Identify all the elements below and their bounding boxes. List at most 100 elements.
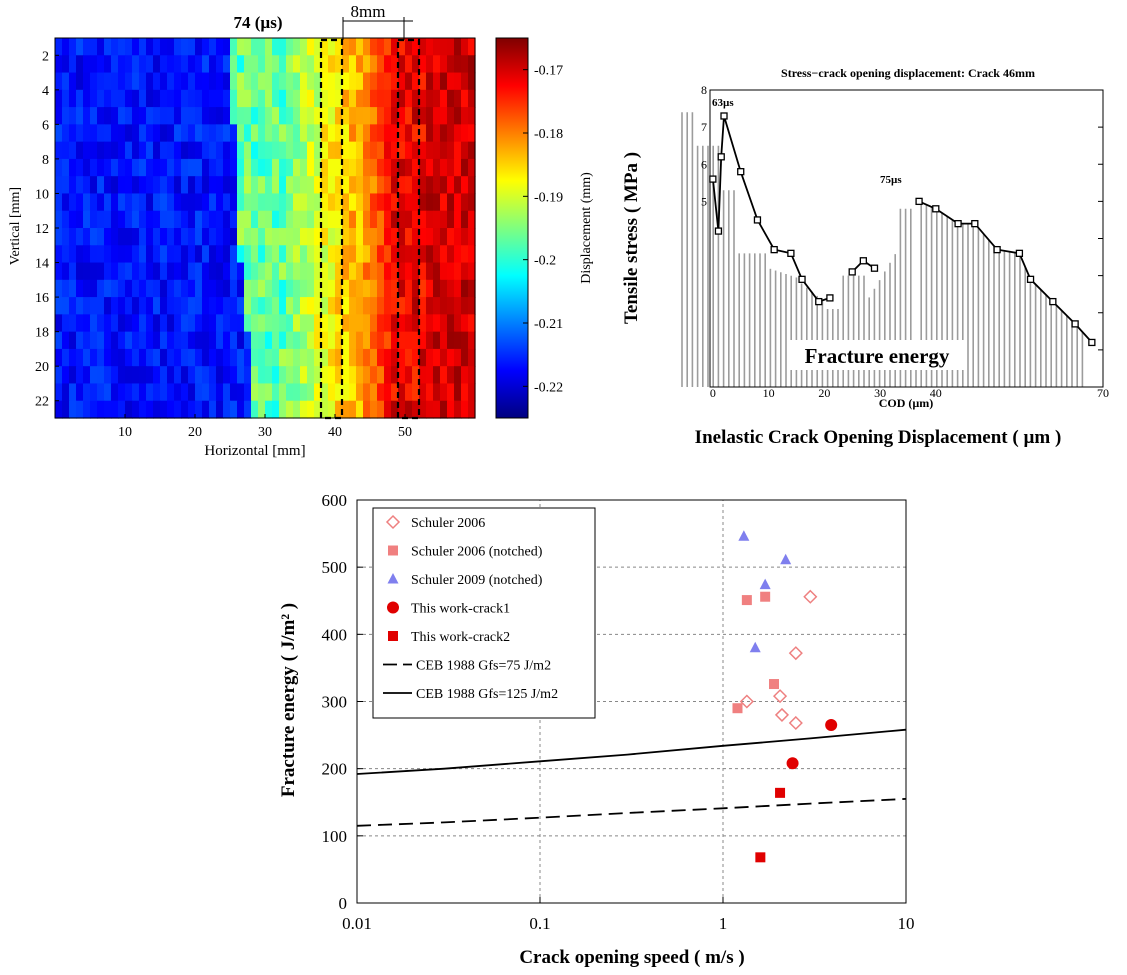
heatmap-cell xyxy=(62,193,70,212)
heatmap-cell xyxy=(132,245,140,264)
heatmap-cell xyxy=(461,383,469,402)
heatmap-cell xyxy=(139,89,147,108)
heatmap-cell xyxy=(237,383,245,402)
heatmap-cell xyxy=(279,72,287,91)
heatmap-cell xyxy=(286,55,294,74)
heatmap-cell xyxy=(405,228,413,246)
heatmap-cell xyxy=(356,262,364,281)
heatmap-cell xyxy=(384,210,392,229)
heatmap-cell xyxy=(321,331,329,350)
legend-label: This work-crack1 xyxy=(411,602,510,617)
heatmap-cell xyxy=(412,279,420,298)
heatmap-cell xyxy=(83,262,91,281)
heatmap-cell xyxy=(272,176,280,195)
heatmap-cell xyxy=(349,158,357,177)
heatmap-cell xyxy=(328,348,336,367)
heatmap-cell xyxy=(69,107,77,125)
heatmap-cell xyxy=(258,176,266,195)
heatmap-cell xyxy=(139,262,147,281)
heatmap-cell xyxy=(447,89,455,108)
heatmap-cell xyxy=(146,141,154,160)
heatmap-cell xyxy=(118,400,126,419)
heatmap-cell xyxy=(356,245,364,264)
heatmap-cell xyxy=(454,72,462,91)
heatmap-cell xyxy=(398,107,406,125)
heatmap-cell xyxy=(181,331,189,350)
heatmap-cell xyxy=(363,331,371,350)
heatmap-cell xyxy=(279,176,287,195)
heatmap-cell xyxy=(328,314,336,333)
heatmap-cell xyxy=(335,210,343,229)
heatmap-cell xyxy=(90,107,98,125)
heatmap-cell xyxy=(279,210,287,229)
heatmap-cell xyxy=(188,55,196,74)
heatmap-cell xyxy=(174,366,182,385)
heatmap-cell xyxy=(468,141,476,160)
heatmap-cell xyxy=(167,348,175,367)
heatmap-cell xyxy=(195,55,203,74)
heatmap-cell xyxy=(377,331,385,350)
heatmap-cell xyxy=(293,158,301,177)
heatmap-cell xyxy=(272,228,280,246)
heatmap-cell xyxy=(419,366,427,385)
heatmap-cell xyxy=(433,141,441,160)
heatmap-cell xyxy=(363,366,371,385)
heatmap-cell xyxy=(118,38,126,56)
heatmap-cell xyxy=(447,193,455,212)
heatmap-cell xyxy=(139,55,147,74)
heatmap-cell xyxy=(321,383,329,402)
heatmap-cell xyxy=(188,141,196,160)
heatmap-cell xyxy=(300,348,308,367)
heatmap-cell xyxy=(244,38,252,56)
heatmap-cell xyxy=(300,89,308,108)
heatmap-cell xyxy=(76,245,84,264)
heatmap-cell xyxy=(328,158,336,177)
heatmap-cell xyxy=(230,72,238,91)
heatmap-cell xyxy=(342,348,350,367)
heatmap-cell xyxy=(223,176,231,195)
stress-cod-point xyxy=(1088,338,1096,347)
heatmap-cell xyxy=(412,176,420,195)
heatmap-cell xyxy=(363,72,371,91)
heatmap-cell xyxy=(461,314,469,333)
heatmap-cell xyxy=(426,176,434,195)
heatmap-cell xyxy=(104,348,112,367)
heatmap-cell xyxy=(230,55,238,74)
heatmap-cell xyxy=(342,331,350,350)
heatmap-cell xyxy=(153,331,161,350)
heatmap-cell xyxy=(69,331,77,350)
heatmap-cell xyxy=(307,38,315,56)
heatmap-cell xyxy=(104,297,112,315)
heatmap-cell xyxy=(286,89,294,108)
heatmap-cell xyxy=(265,297,273,315)
heatmap-cell xyxy=(461,262,469,281)
heatmap-cell xyxy=(258,262,266,281)
heatmap-cell xyxy=(426,331,434,350)
heatmap-cell xyxy=(412,262,420,281)
heatmap-cell xyxy=(461,124,469,143)
heatmap-cell xyxy=(286,297,294,315)
heatmap-cell xyxy=(167,262,175,281)
heatmap-cell xyxy=(97,55,105,74)
heatmap-cell xyxy=(447,297,455,315)
heatmap-cell xyxy=(419,38,427,56)
heatmap-cell xyxy=(97,89,105,108)
heatmap-cell xyxy=(335,72,343,91)
heatmap-cell xyxy=(342,228,350,246)
heatmap-cell xyxy=(377,158,385,177)
heatmap-cell xyxy=(405,262,413,281)
heatmap-cell xyxy=(307,245,315,264)
heatmap-cell xyxy=(307,279,315,298)
heatmap-cell xyxy=(300,279,308,298)
heatmap-cell xyxy=(461,245,469,264)
heatmap-cell xyxy=(461,158,469,177)
heatmap-cell xyxy=(328,141,336,160)
heatmap-cell xyxy=(244,400,252,419)
heatmap-cell xyxy=(55,297,63,315)
stress-cod-point xyxy=(915,197,923,206)
heatmap-cell xyxy=(195,176,203,195)
heatmap-cell xyxy=(132,383,140,402)
heatmap-cell xyxy=(349,72,357,91)
heatmap-cell xyxy=(111,124,119,143)
heatmap-cell xyxy=(237,279,245,298)
